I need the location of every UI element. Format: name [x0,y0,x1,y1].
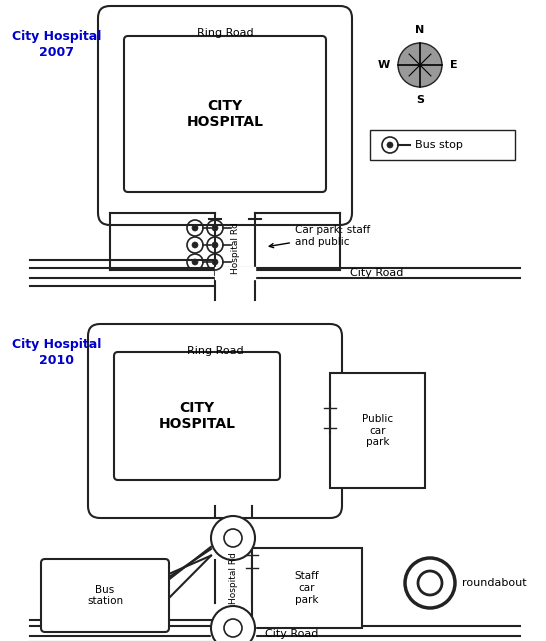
Text: Bus
station: Bus station [87,585,123,606]
Text: Staff
car
park: Staff car park [295,571,319,604]
Bar [252,548,362,628]
Circle shape [224,619,242,637]
Text: N: N [416,25,425,35]
Circle shape [211,606,255,641]
Text: City Hospital
2007: City Hospital 2007 [12,30,102,59]
Text: Public
car
park: Public car park [362,414,393,447]
Text: City Road: City Road [265,629,318,639]
Text: Car park: staff
and public: Car park: staff and public [269,225,370,247]
FancyBboxPatch shape [114,352,280,480]
Text: City Road: City Road [350,268,403,278]
Circle shape [192,259,198,265]
FancyBboxPatch shape [41,559,169,632]
FancyBboxPatch shape [88,324,342,518]
Circle shape [211,516,255,560]
Circle shape [398,43,442,87]
Text: roundabout: roundabout [462,578,527,588]
Circle shape [387,142,393,148]
Circle shape [192,225,198,231]
Circle shape [212,242,218,248]
Text: Hospital Rd: Hospital Rd [230,222,240,274]
Text: CITY
HOSPITAL: CITY HOSPITAL [158,401,235,431]
Text: Ring Road: Ring Road [197,28,253,38]
Bar [370,130,515,160]
Text: E: E [450,60,458,70]
Text: City Hospital
2010: City Hospital 2010 [12,338,102,367]
Circle shape [224,529,242,547]
Bar [330,373,425,488]
Text: Hospital Rd: Hospital Rd [229,552,238,604]
Text: S: S [416,95,424,105]
Text: CITY
HOSPITAL: CITY HOSPITAL [187,99,264,129]
FancyBboxPatch shape [98,6,352,225]
FancyBboxPatch shape [124,36,326,192]
Circle shape [212,259,218,265]
Text: Bus stop: Bus stop [415,140,463,150]
Circle shape [192,242,198,248]
Text: Ring Road: Ring Road [187,346,244,356]
Text: W: W [378,60,390,70]
Circle shape [212,225,218,231]
